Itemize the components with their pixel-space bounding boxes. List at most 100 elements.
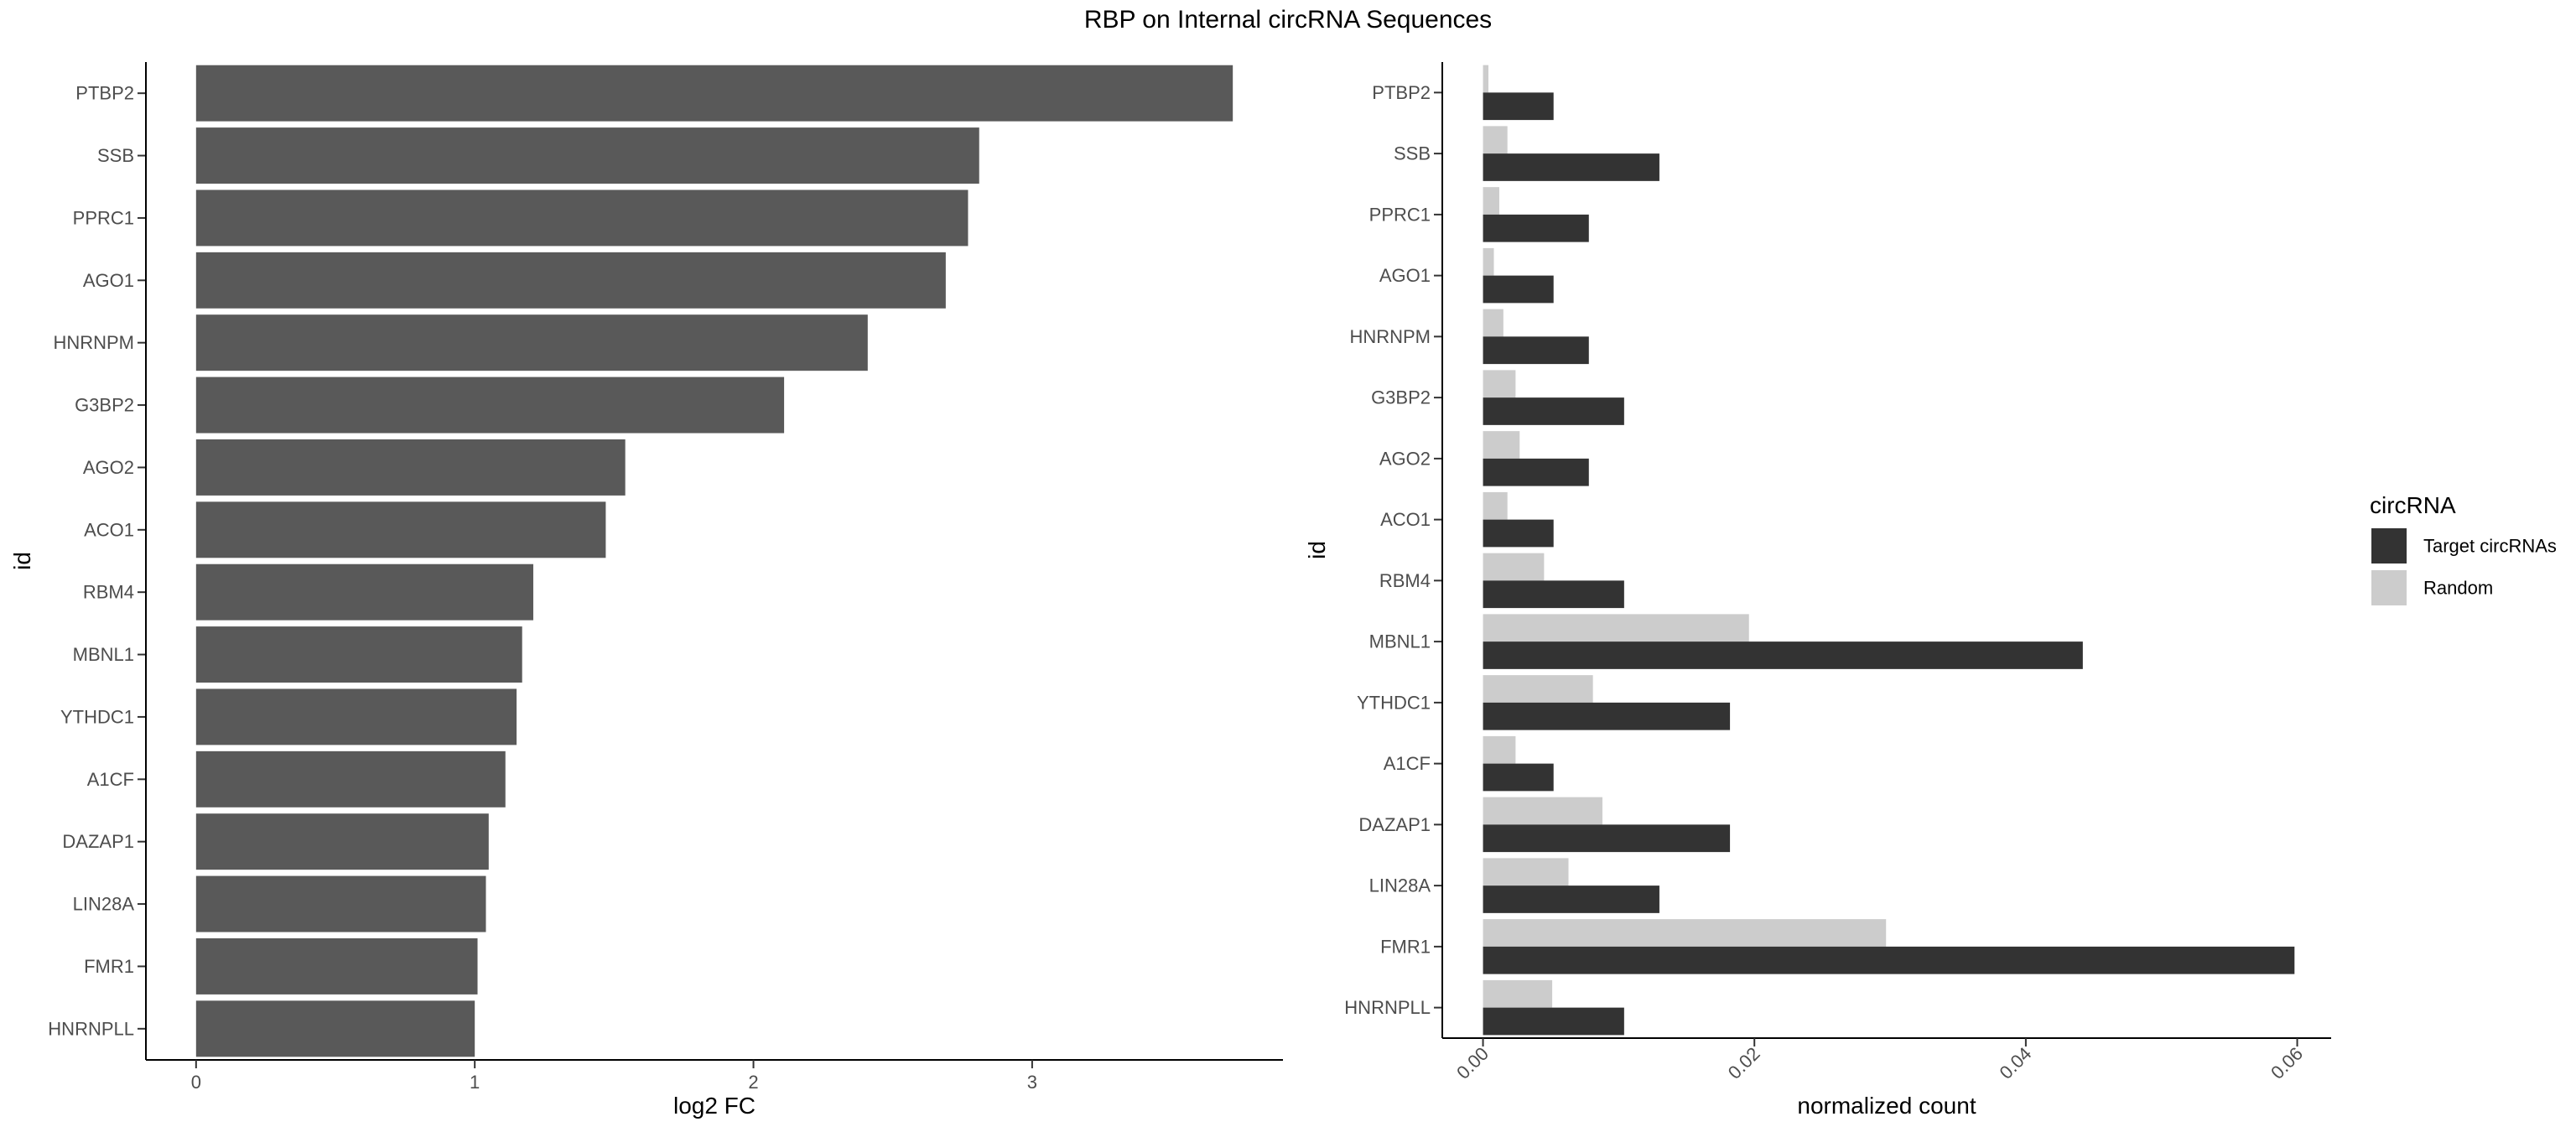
x-tick-label-1: 1 bbox=[470, 1072, 480, 1093]
y-tick-label-hnrnpm: HNRNPM bbox=[53, 332, 134, 353]
bar-target-aco1 bbox=[1483, 519, 1554, 548]
y-tick-label-dazap1: DAZAP1 bbox=[62, 831, 134, 852]
bar-target-fmr1 bbox=[1483, 946, 2295, 974]
x-tick-label-3: 0.06 bbox=[2267, 1043, 2307, 1083]
figure-title: RBP on Internal circRNA Sequences bbox=[1083, 6, 1493, 34]
bar-target-a1cf bbox=[1483, 763, 1554, 792]
y-tick-label-aco1: ACO1 bbox=[84, 519, 134, 540]
y-axis-title: id bbox=[9, 552, 35, 570]
bar-random-mbnl1 bbox=[1483, 614, 1749, 642]
bar-random-rbm4 bbox=[1483, 553, 1545, 581]
bar-random-hnrnpm bbox=[1483, 309, 1504, 337]
bar-target-ptbp2 bbox=[1483, 92, 1554, 121]
y-tick-label-g3bp2: G3BP2 bbox=[75, 395, 134, 416]
bar-random-aco1 bbox=[1483, 491, 1508, 520]
bar-a1cf bbox=[195, 750, 506, 808]
y-tick-label-lin28a: LIN28A bbox=[1369, 875, 1431, 896]
bar-target-ago1 bbox=[1483, 275, 1554, 304]
bar-target-hnrnpm bbox=[1483, 336, 1589, 365]
x-axis-title: log2 FC bbox=[673, 1093, 756, 1119]
bar-dazap1 bbox=[195, 813, 489, 870]
bar-ago1 bbox=[195, 252, 946, 309]
bar-random-ptbp2 bbox=[1483, 65, 1489, 93]
legend-title: circRNA bbox=[2370, 492, 2456, 518]
legend-label-target-circrnas: Target circRNAs bbox=[2423, 536, 2557, 557]
y-tick-label-ptbp2: PTBP2 bbox=[1372, 82, 1431, 103]
bar-target-ssb bbox=[1483, 153, 1659, 181]
y-tick-label-fmr1: FMR1 bbox=[1380, 936, 1431, 957]
x-tick-label-1: 0.02 bbox=[1724, 1043, 1764, 1083]
bar-target-rbm4 bbox=[1483, 580, 1624, 609]
y-tick-label-ssb: SSB bbox=[1394, 143, 1431, 164]
y-tick-label-aco1: ACO1 bbox=[1380, 509, 1431, 530]
y-tick-label-mbnl1: MBNL1 bbox=[73, 644, 134, 665]
bar-target-ythdc1 bbox=[1483, 702, 1731, 730]
bar-ssb bbox=[195, 127, 979, 184]
legend-swatch-target-circrnas bbox=[2371, 528, 2407, 564]
bar-pprc1 bbox=[195, 190, 969, 247]
bar-lin28a bbox=[195, 875, 486, 932]
legend-label-random: Random bbox=[2423, 578, 2493, 599]
bar-random-a1cf bbox=[1483, 735, 1516, 764]
bar-ythdc1 bbox=[195, 688, 517, 745]
y-tick-label-ago2: AGO2 bbox=[1379, 448, 1431, 469]
y-tick-label-fmr1: FMR1 bbox=[84, 956, 134, 977]
bar-ago2 bbox=[195, 439, 626, 496]
bar-rbm4 bbox=[195, 564, 533, 621]
y-tick-label-ptbp2: PTBP2 bbox=[75, 83, 134, 104]
y-tick-label-a1cf: A1CF bbox=[87, 769, 134, 790]
y-tick-label-ago1: AGO1 bbox=[83, 270, 134, 291]
y-tick-label-ythdc1: YTHDC1 bbox=[60, 706, 134, 727]
bar-g3bp2 bbox=[195, 377, 785, 434]
y-tick-label-pprc1: PPRC1 bbox=[73, 207, 134, 228]
bar-target-g3bp2 bbox=[1483, 397, 1624, 425]
x-axis-title: normalized count bbox=[1797, 1093, 1976, 1119]
y-tick-label-ago1: AGO1 bbox=[1379, 265, 1431, 286]
y-tick-label-ythdc1: YTHDC1 bbox=[1357, 692, 1431, 713]
x-tick-label-3: 3 bbox=[1027, 1072, 1037, 1093]
bar-target-mbnl1 bbox=[1483, 641, 2083, 669]
bar-hnrnpm bbox=[195, 314, 868, 371]
y-tick-label-rbm4: RBM4 bbox=[1379, 570, 1431, 591]
bar-aco1 bbox=[195, 501, 606, 558]
y-tick-label-g3bp2: G3BP2 bbox=[1371, 387, 1431, 408]
y-tick-label-mbnl1: MBNL1 bbox=[1369, 631, 1431, 652]
right-panel-normalized-count: PTBP2 SSB PPRC1 AGO1 HNRNPM G3BP2 AGO2 ACO1 RBM4… bbox=[1304, 62, 2331, 1119]
bar-target-lin28a bbox=[1483, 886, 1659, 913]
y-tick-label-pprc1: PPRC1 bbox=[1369, 204, 1431, 225]
bar-ptbp2 bbox=[195, 65, 1233, 122]
bar-random-ago2 bbox=[1483, 431, 1520, 459]
bar-target-dazap1 bbox=[1483, 824, 1731, 853]
y-tick-label-ago2: AGO2 bbox=[83, 457, 134, 478]
left-panel-log2fc: PTBP2 SSB PPRC1 AGO1 HNRNPM G3BP2 AGO2 ACO1 RBM4… bbox=[9, 62, 1283, 1119]
bar-target-hnrnpll bbox=[1483, 1007, 1624, 1036]
x-tick-label-2: 2 bbox=[748, 1072, 758, 1093]
y-tick-label-hnrnpm: HNRNPM bbox=[1349, 326, 1431, 347]
legend: circRNA Target circRNAs Random bbox=[2370, 492, 2557, 605]
bar-random-fmr1 bbox=[1483, 919, 1887, 947]
y-tick-label-rbm4: RBM4 bbox=[83, 582, 134, 603]
bar-random-ago1 bbox=[1483, 247, 1494, 276]
bar-random-ythdc1 bbox=[1483, 675, 1593, 703]
y-axis-title: id bbox=[1304, 541, 1330, 559]
x-tick-label-2: 0.04 bbox=[1995, 1043, 2035, 1083]
bar-fmr1 bbox=[195, 937, 478, 995]
bar-random-g3bp2 bbox=[1483, 370, 1516, 398]
y-tick-label-a1cf: A1CF bbox=[1384, 753, 1431, 774]
bar-random-dazap1 bbox=[1483, 797, 1602, 825]
bar-random-pprc1 bbox=[1483, 187, 1499, 215]
x-tick-label-0: 0 bbox=[191, 1072, 201, 1093]
x-tick-label-0: 0.00 bbox=[1452, 1043, 1493, 1083]
y-tick-label-dazap1: DAZAP1 bbox=[1358, 814, 1431, 835]
bar-target-pprc1 bbox=[1483, 214, 1589, 242]
bar-target-ago2 bbox=[1483, 458, 1589, 486]
bar-random-lin28a bbox=[1483, 858, 1569, 886]
bar-mbnl1 bbox=[195, 626, 522, 683]
y-tick-label-lin28a: LIN28A bbox=[73, 894, 135, 915]
bar-random-hnrnpll bbox=[1483, 979, 1553, 1008]
bar-hnrnpll bbox=[195, 1000, 475, 1057]
y-tick-label-hnrnpll: HNRNPLL bbox=[48, 1018, 134, 1039]
y-tick-label-hnrnpll: HNRNPLL bbox=[1344, 997, 1431, 1018]
legend-swatch-random bbox=[2371, 570, 2407, 605]
